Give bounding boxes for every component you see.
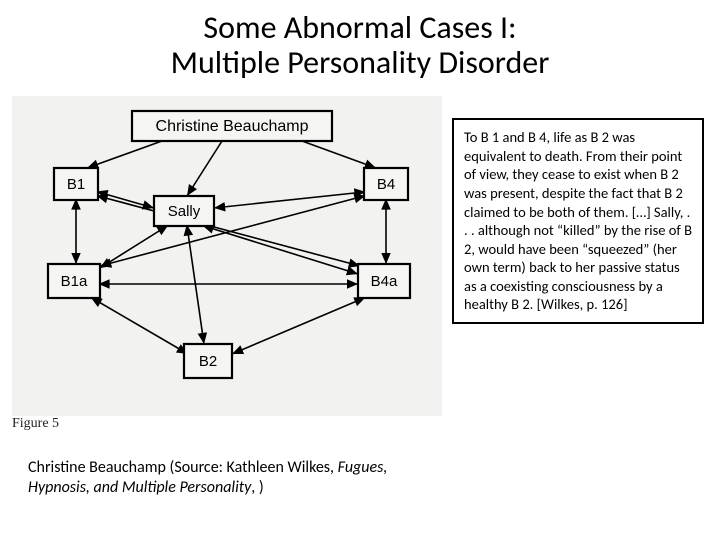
node-label-B4a: B4a xyxy=(371,273,398,290)
node-label-B4: B4 xyxy=(377,176,395,193)
edge-B4-Sally xyxy=(214,192,364,208)
personality-network-diagram: Christine Beauchamp B1 B4 Sally B1a B4a B2 xyxy=(12,96,442,416)
edge-Sally-B2 xyxy=(187,226,204,344)
title-line1: Some Abnormal Cases I: xyxy=(203,8,516,47)
edge-Sally-B4a xyxy=(204,226,358,274)
caption-pre: Christine Beauchamp (Source: Kathleen Wi… xyxy=(28,458,338,477)
edge-CB-Sally xyxy=(187,141,222,196)
quote-box: To B 1 and B 4, life as B 2 was equivale… xyxy=(452,118,704,323)
edge-B4a-B2 xyxy=(232,298,364,354)
diagram-area: Christine Beauchamp B1 B4 Sally B1a B4a B2 xyxy=(12,96,442,416)
edge-Sally-B1a xyxy=(100,226,167,268)
edge-CB-B1 xyxy=(87,141,162,168)
node-label-CB: Christine Beauchamp xyxy=(156,119,309,136)
edge-CB-B4 xyxy=(302,141,376,168)
node-label-B1: B1 xyxy=(67,176,85,193)
caption-post: , ) xyxy=(251,478,263,497)
node-label-Sally: Sally xyxy=(168,203,201,220)
title-line2: Multiple Personality Disorder xyxy=(171,43,550,82)
edge-B1a-B2 xyxy=(92,298,188,354)
figure-label: Figure 5 xyxy=(12,416,59,432)
slide-title: Some Abnormal Cases I: Multiple Personal… xyxy=(0,0,720,80)
node-label-B1a: B1a xyxy=(61,273,88,290)
node-label-B2: B2 xyxy=(199,353,217,370)
edge-B1-Sally xyxy=(98,192,154,208)
source-caption: Christine Beauchamp (Source: Kathleen Wi… xyxy=(28,458,438,498)
